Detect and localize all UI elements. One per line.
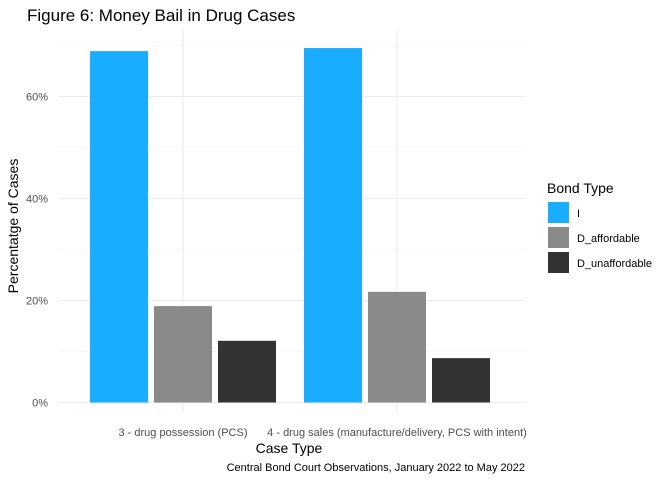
- legend: Bond Type I D_affordable D_unaffordable: [547, 180, 652, 273]
- bar-d-unaffordable-1: [218, 340, 276, 403]
- bars-group: [90, 48, 490, 403]
- legend-label: I: [577, 208, 580, 220]
- y-tick-label: 40%: [26, 194, 48, 206]
- legend-key-d-affordable: [548, 227, 569, 248]
- chart-title: Figure 6: Money Bail in Drug Cases: [27, 6, 295, 25]
- legend-key-i: [548, 202, 569, 223]
- bar-d-affordable-1: [154, 306, 212, 403]
- x-tick-labels: 3 - drug possession (PCS) 4 - drug sales …: [119, 427, 527, 439]
- x-tick-label: 3 - drug possession (PCS): [119, 427, 248, 439]
- legend-title: Bond Type: [547, 180, 614, 196]
- x-tick-label: 4 - drug sales (manufacture/delivery, PC…: [267, 427, 527, 439]
- x-axis-title: Case Type: [256, 440, 323, 456]
- y-tick-labels: 0% 20% 40% 60%: [26, 92, 48, 410]
- y-tick-label: 0%: [32, 398, 48, 410]
- legend-key-d-unaffordable: [548, 252, 569, 273]
- bar-i-1: [90, 51, 148, 403]
- y-axis-title: Percentatge of Cases: [5, 159, 21, 294]
- bar-d-unaffordable-2: [432, 358, 490, 403]
- bar-d-affordable-2: [368, 291, 426, 403]
- y-tick-label: 60%: [26, 92, 48, 104]
- chart-caption: Central Bond Court Observations, January…: [227, 462, 525, 474]
- legend-label: D_unaffordable: [577, 258, 652, 270]
- legend-label: D_affordable: [577, 233, 640, 245]
- y-tick-label: 20%: [26, 296, 48, 308]
- bar-i-2: [304, 48, 362, 403]
